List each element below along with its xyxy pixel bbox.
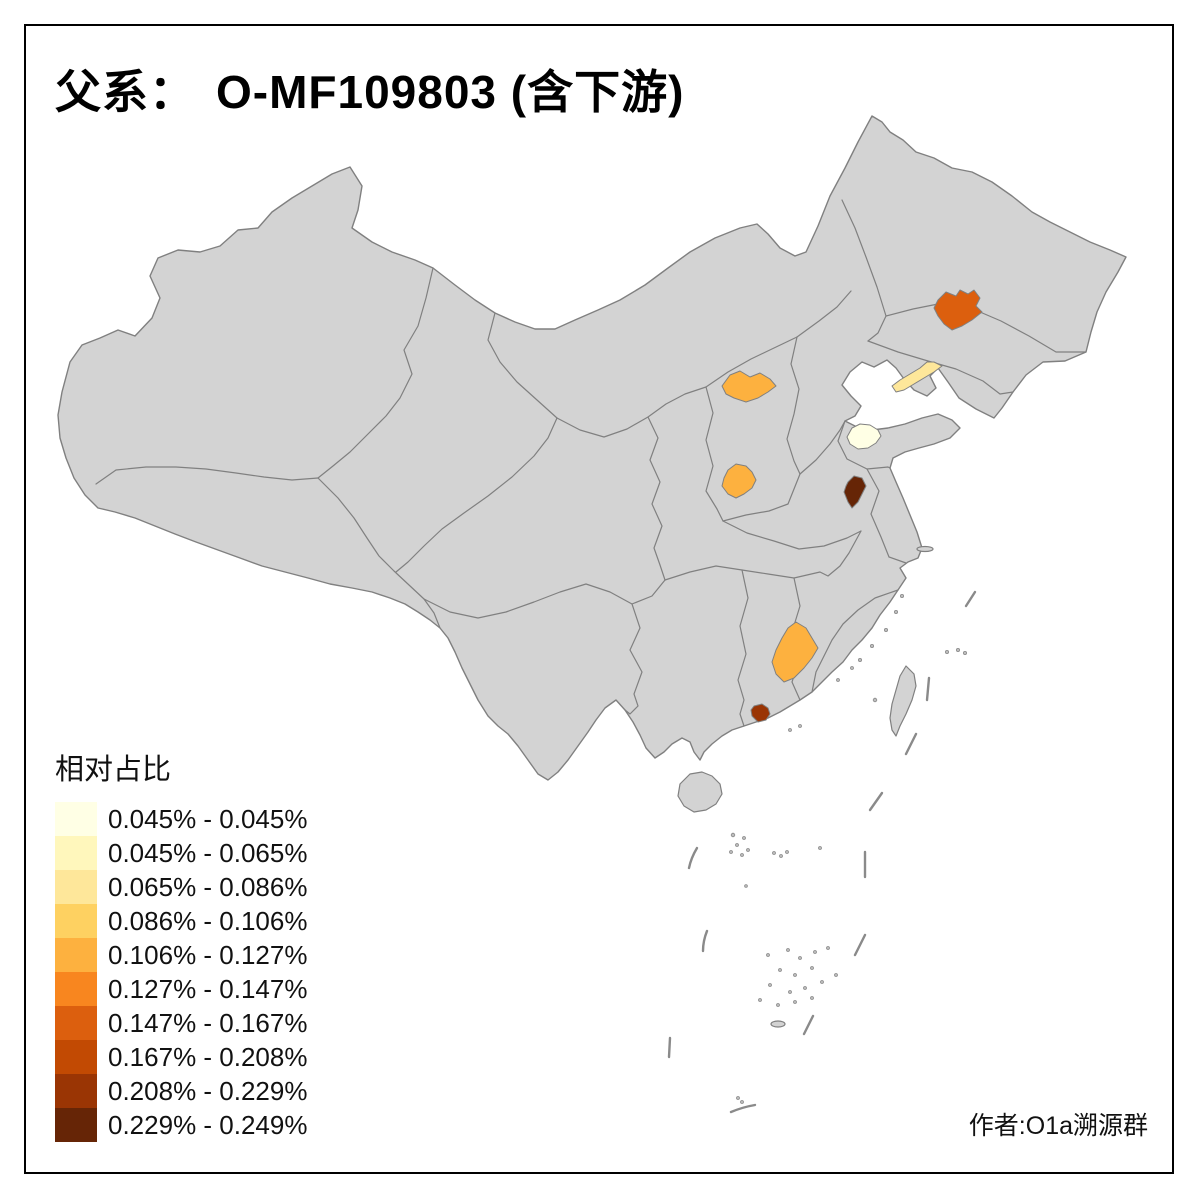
legend-swatch (55, 904, 97, 938)
region-south-jiangxi (771, 621, 819, 683)
legend-label: 0.045% - 0.065% (108, 837, 308, 868)
legend-swatch (55, 938, 97, 972)
region-south-shanxi (721, 463, 757, 499)
legend-item: 0.106% - 0.127% (55, 938, 307, 972)
legend-item: 0.229% - 0.249% (55, 1108, 307, 1142)
legend-label: 0.086% - 0.106% (108, 905, 308, 936)
legend-swatch (55, 836, 97, 870)
province-borders (95, 199, 1087, 727)
legend-label: 0.127% - 0.147% (108, 973, 308, 1004)
legend-item: 0.127% - 0.147% (55, 972, 307, 1006)
islands (677, 545, 934, 1028)
region-jilin (933, 289, 983, 331)
legend-label: 0.167% - 0.208% (108, 1041, 308, 1072)
region-liaodong (891, 361, 943, 393)
legend-label: 0.106% - 0.127% (108, 939, 308, 970)
china-mainland (57, 115, 1127, 781)
legend-label: 0.045% - 0.045% (108, 803, 308, 834)
legend-swatch (55, 802, 97, 836)
region-north-shanxi (721, 370, 777, 403)
region-north-anhui (843, 475, 867, 509)
region-east-guangdong (750, 703, 771, 723)
legend-item: 0.167% - 0.208% (55, 1040, 307, 1074)
legend-label: 0.208% - 0.229% (108, 1075, 308, 1106)
highlight-regions (721, 289, 983, 723)
legend: 相对占比 0.045% - 0.045% 0.045% - 0.065% 0.0… (55, 746, 307, 1142)
author-credit: 作者:O1a溯源群 (968, 1112, 1148, 1140)
title-prefix: 父系： (55, 66, 196, 118)
nine-dash-line (667, 590, 977, 1114)
legend-swatch (55, 1074, 97, 1108)
legend-swatch (55, 1040, 97, 1074)
legend-swatch (55, 1006, 97, 1040)
legend-label: 0.229% - 0.249% (108, 1109, 308, 1140)
legend-label: 0.147% - 0.167% (108, 1007, 308, 1038)
legend-item: 0.065% - 0.086% (55, 870, 307, 904)
page-title: 父系： O-MF109803 (含下游) (55, 56, 684, 122)
islet-dots (729, 594, 968, 1104)
legend-item: 0.045% - 0.045% (55, 802, 307, 836)
small-island (770, 1020, 786, 1028)
chongming-island (916, 545, 934, 553)
legend-item: 0.045% - 0.065% (55, 836, 307, 870)
legend-item: 0.147% - 0.167% (55, 1006, 307, 1040)
legend-item: 0.208% - 0.229% (55, 1074, 307, 1108)
region-shandong (846, 423, 882, 450)
legend-swatch (55, 870, 97, 904)
legend-item: 0.086% - 0.106% (55, 904, 307, 938)
legend-title: 相对占比 (55, 754, 172, 786)
taiwan-island (889, 665, 917, 737)
legend-swatch (55, 1108, 97, 1142)
title-haplogroup-code: O-MF109803 (含下游) (216, 66, 685, 118)
legend-label: 0.065% - 0.086% (108, 871, 308, 902)
hainan-island (677, 771, 723, 813)
legend-swatch (55, 972, 97, 1006)
